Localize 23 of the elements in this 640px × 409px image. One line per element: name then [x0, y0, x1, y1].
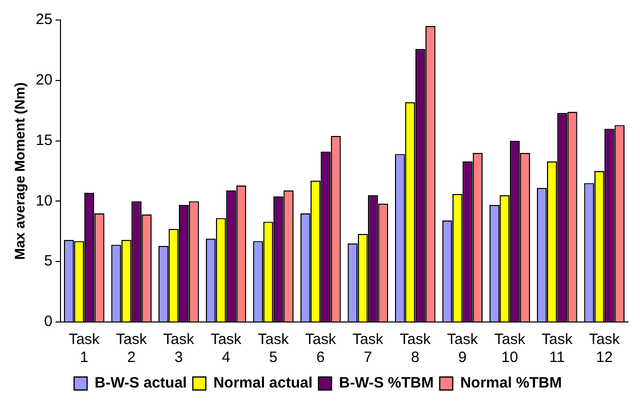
x-tick-label: Task 6: [305, 331, 337, 366]
x-tick-label: Task 11: [542, 331, 573, 366]
legend-label: B-W-S %TBM: [339, 374, 434, 392]
legend-label: Normal %TBM: [460, 374, 562, 392]
legend-label: Normal actual: [213, 374, 313, 392]
legend-label: B-W-S actual: [94, 374, 187, 392]
y-tick-label: 25: [36, 11, 52, 28]
y-tick-label: 5: [44, 252, 52, 270]
y-tick-label: 15: [36, 132, 52, 149]
x-tick-label: Task 10: [494, 331, 526, 366]
y-tick-label: 20: [36, 72, 52, 89]
y-tick-label: 0: [44, 313, 52, 330]
y-axis-title: Max average Moment (Nm): [11, 82, 28, 260]
x-tick-label: Task 7: [352, 331, 384, 366]
x-tick-label: Task 5: [258, 331, 290, 366]
x-tick-label: Task 2: [116, 331, 148, 366]
x-tick-label: Task 9: [447, 331, 478, 366]
x-tick-label: Task 4: [210, 331, 242, 366]
x-tick-label: Task 12: [588, 331, 620, 366]
x-tick-label: Task 8: [400, 331, 432, 366]
x-tick-label: Task 1: [68, 331, 100, 366]
x-tick-label: Task 3: [163, 331, 195, 366]
y-tick-label: 10: [36, 192, 52, 210]
